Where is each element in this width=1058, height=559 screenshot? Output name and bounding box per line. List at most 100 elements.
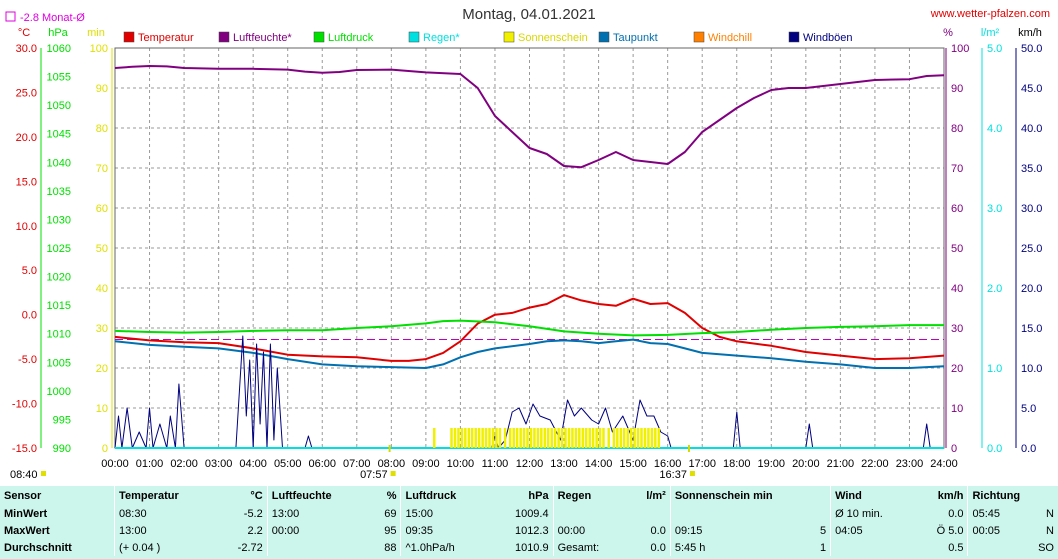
minutes-tick-label: 90 [96, 83, 108, 95]
pressure-tick-label: 1015 [47, 300, 71, 312]
unit-minutes: min [87, 27, 105, 39]
sunshine-bar [553, 428, 557, 448]
dir-time: 00:05 [967, 522, 1023, 539]
dir-value: N [1046, 524, 1054, 537]
temp-tick-label: -10.0 [12, 399, 37, 411]
sunshine-bar [464, 428, 467, 448]
sunrise-label: 07:57 [360, 469, 388, 481]
legend-swatch [313, 31, 325, 43]
sunshine-bar [515, 428, 519, 448]
sunshine-bar [591, 428, 595, 448]
hum-time [266, 539, 370, 556]
wind-value: 0.5 [948, 541, 964, 554]
sunshine-bar [571, 428, 574, 448]
row-label: MaxWert [4, 524, 50, 537]
minutes-tick-label: 0 [102, 443, 108, 455]
sunshine-bar [564, 428, 567, 448]
legend: Temperatur Luftfeuchte* Luftdruck Regen* Son… [123, 31, 853, 44]
pressure-tick-label: 990 [53, 443, 71, 455]
sunshine-bar [471, 428, 474, 448]
pressure-tick-label: 1030 [47, 214, 71, 226]
sunshine-bar [578, 428, 581, 448]
sunshine-bar [433, 428, 436, 448]
sunshine-bar [477, 428, 481, 448]
temp-tick-label: 15.0 [16, 176, 37, 188]
x-tick-label: 22:00 [861, 458, 889, 470]
x-tick-label: 24:00 [930, 458, 958, 470]
sunset-label: 16:37 [659, 469, 687, 481]
hdr-wind-unit: km/h [937, 489, 964, 502]
sunshine-bar [574, 428, 578, 448]
sunshine-bar [598, 428, 602, 448]
unit-humidity: % [943, 27, 953, 39]
summary-rows: MinWert 08:30 -5.2 13:00 69 15:00 1009.4 Ø 10 m… [0, 505, 1058, 556]
humidity-tick-label: 20 [951, 363, 963, 375]
sunshine-bar [650, 428, 654, 448]
x-tick-label: 09:00 [412, 458, 440, 470]
sunshine-bar [546, 428, 550, 448]
hdr-sensor: Sensor [4, 489, 42, 502]
sunshine-bar [460, 428, 464, 448]
legend-swatch [598, 31, 610, 43]
rain-value: 0.0 [650, 541, 666, 554]
sun-time: 5:45 h [669, 539, 787, 556]
pressure-tick-label: 1050 [47, 100, 71, 112]
minutes-tick-label: 60 [96, 203, 108, 215]
sunshine-bar [550, 428, 553, 448]
temp-tick-label: 10.0 [16, 221, 37, 233]
legend-swatch [693, 31, 705, 43]
wind-time: Ø 10 min. [830, 505, 915, 522]
summary-panel: Sensor Temperatur °C Luftfeuchte % Luftd… [0, 486, 1058, 559]
start-time-label: 08:40 [10, 469, 38, 481]
start-time-icon [41, 471, 46, 476]
sunshine-bar [622, 428, 626, 448]
legend-label: Sonnenschein [518, 32, 588, 44]
sunshine-bar [522, 428, 526, 448]
sunshine-bar [626, 428, 629, 448]
x-tick-label: 23:00 [896, 458, 924, 470]
minutes-tick-label: 10 [96, 403, 108, 415]
sunshine-bar [498, 428, 502, 448]
x-tick-label: 05:00 [274, 458, 302, 470]
hdr-wind: Wind [830, 486, 915, 505]
unit-temperature: °C [18, 27, 30, 39]
x-tick-label: 13:00 [550, 458, 578, 470]
legend-label: Luftdruck [328, 32, 374, 44]
hdr-rain-unit: l/m² [646, 489, 666, 502]
temp-tick-label: -5.0 [18, 354, 37, 366]
sun-value: 1 [819, 541, 827, 554]
hdr-dir: Richtung [967, 486, 1058, 505]
legend-swatch [408, 31, 420, 43]
summary-row: MaxWert 13:00 2.2 00:00 95 09:35 1012.3 00:00 0.… [0, 522, 1058, 539]
x-tick-label: 04:00 [239, 458, 267, 470]
sunshine-bar [529, 428, 533, 448]
plot-area [114, 65, 945, 452]
minutes-tick-label: 20 [96, 363, 108, 375]
pressure-tick-label: 1010 [47, 329, 71, 341]
sunshine-bar [636, 428, 640, 448]
hdr-hum-unit: % [386, 489, 397, 502]
wind-tick-label: 50.0 [1021, 43, 1042, 55]
site-url[interactable]: www.wetter-pfalzen.com [930, 8, 1050, 20]
hdr-hum: Luftfeuchte [266, 486, 370, 505]
sunshine-bar [602, 428, 605, 448]
temp-tick-label: -15.0 [12, 443, 37, 455]
wind-tick-label: 25.0 [1021, 243, 1042, 255]
wind-tick-label: 30.0 [1021, 203, 1042, 215]
wind-tick-label: 40.0 [1021, 123, 1042, 135]
sunshine-bar [512, 428, 515, 448]
humidity-tick-label: 70 [951, 163, 963, 175]
legend-label: Windböen [803, 32, 853, 44]
humidity-tick-label: 10 [951, 403, 963, 415]
summary-table: Sensor Temperatur °C Luftfeuchte % Luftd… [0, 486, 1058, 556]
legend-swatch [503, 31, 515, 43]
series-line-temperatur [114, 294, 945, 362]
x-tick-label: 11:00 [482, 458, 509, 470]
pressure-tick-label: 1035 [47, 186, 71, 198]
x-tick-label: 14:00 [585, 458, 613, 470]
summary-header-row: Sensor Temperatur °C Luftfeuchte % Luftd… [0, 486, 1058, 505]
wind-tick-label: 10.0 [1021, 363, 1042, 375]
legend-swatch [218, 31, 230, 43]
series-line-luftfeuchte [114, 65, 945, 169]
humidity-tick-label: 60 [951, 203, 963, 215]
